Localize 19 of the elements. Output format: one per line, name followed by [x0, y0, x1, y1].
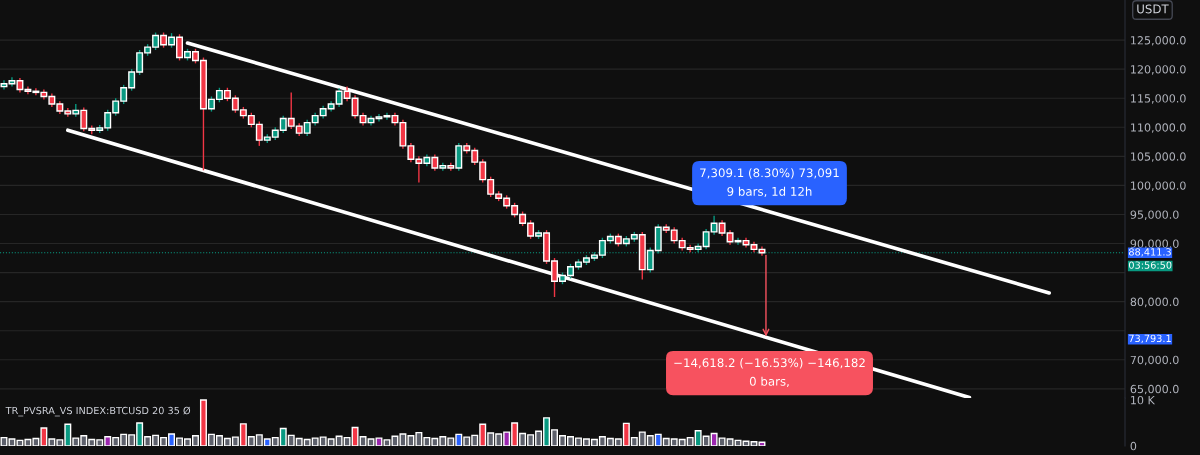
ref-line-label: 88,411.3	[1129, 248, 1171, 257]
y-tick-label: 0	[1130, 441, 1137, 451]
text: 73,793.1	[1129, 334, 1171, 344]
annotation: −14,618.2 (−16.53%) −146,182 0 bars,	[674, 358, 865, 387]
y-tick-label: 70,000.0	[1130, 355, 1179, 366]
y-tick-label: 65,000.0	[1130, 384, 1179, 395]
y-tick-label: 120,000.0	[1131, 65, 1186, 75]
y-tick-label: 10 K	[1131, 395, 1156, 405]
text: TR_PVSRA_VS INDEX:BTCUSD 20 35 Ø	[5, 406, 191, 417]
y-tick-label: 115,000.0	[1131, 94, 1186, 104]
y-tick-label: 125,000.0	[1131, 36, 1186, 46]
text: USDT	[1137, 4, 1169, 14]
y-tick-label: 100,000.0	[1131, 181, 1186, 191]
y-tick-label: 95,000.0	[1130, 210, 1179, 220]
annotation: 7,309.1 (8.30%) 73,091 9 bars, 1d 12h	[700, 168, 839, 198]
y-tick-label: 110,000.0	[1131, 123, 1186, 133]
y-tick-label: 80,000.0	[1130, 297, 1179, 308]
text: 03:56:50	[1129, 261, 1172, 269]
y-tick-label: 105,000.0	[1131, 152, 1186, 162]
